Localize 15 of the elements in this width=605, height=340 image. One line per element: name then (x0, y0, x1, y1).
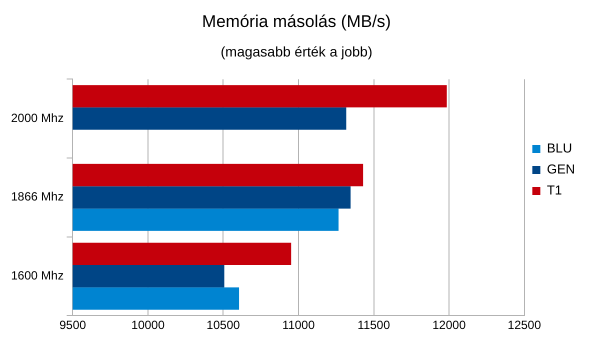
chart-title: Memória másolás (MB/s) (202, 12, 391, 31)
x-tick-label: 10000 (131, 318, 165, 332)
y-tick-label: 1866 Mhz (10, 190, 64, 204)
x-tick-label: 10500 (206, 318, 240, 332)
legend-label: BLU (546, 140, 572, 156)
x-tick-label: 11500 (358, 318, 390, 332)
legend-label: GEN (546, 162, 575, 177)
x-tick-label: 9500 (59, 318, 86, 332)
x-tick-label: 11000 (282, 318, 316, 332)
x-tick-label: 12500 (508, 318, 542, 332)
legend-label: T1 (546, 182, 562, 198)
y-tick-label: 1600 Mhz (10, 268, 64, 283)
y-tick-label: 2000 Mhz (10, 110, 64, 125)
chart-subtitle: (magasabb érték a jobb) (220, 44, 372, 60)
x-tick-label: 12000 (432, 318, 466, 332)
